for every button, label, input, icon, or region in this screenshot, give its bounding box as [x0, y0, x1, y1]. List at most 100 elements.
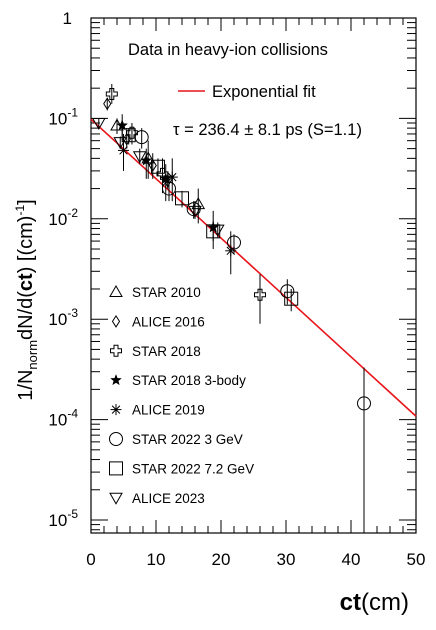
x-tick-label: 20 [212, 550, 231, 569]
x-tick-label: 40 [342, 550, 361, 569]
legend-marker [110, 344, 122, 357]
x-axis-title-bold: ct [340, 589, 361, 616]
data-point [121, 128, 136, 143]
legend-label: STAR 2022 7.2 GeV [132, 461, 254, 476]
marker-triangle-down [109, 492, 123, 505]
fit-layer [90, 118, 417, 417]
x-tick-label: 30 [277, 550, 296, 569]
data-point [160, 175, 175, 188]
data-point [113, 137, 128, 150]
legend-marker [111, 314, 121, 328]
y-tick-label-base: 10 [48, 411, 67, 430]
x-tick-label: 10 [147, 550, 166, 569]
data-point [132, 151, 147, 164]
data-point [175, 191, 189, 206]
data-point [210, 224, 225, 237]
y-axis-title-close: ] [15, 199, 37, 205]
marker-triangle-down [91, 117, 106, 131]
marker-diamond [103, 97, 112, 111]
data-point [140, 154, 153, 166]
legend-label: STAR 2010 [132, 285, 201, 300]
legend-label: STAR 2018 [132, 344, 201, 359]
y-tick-label-exponent: -4 [67, 407, 78, 421]
marker-star [110, 373, 122, 386]
data-point [105, 87, 118, 100]
data-point [188, 205, 202, 218]
y-axis-title-bold: ct [15, 273, 37, 291]
plot-frame [90, 17, 417, 534]
marker-open-cross [125, 126, 138, 139]
y-tick-label: 10-1 [48, 105, 78, 128]
legend-label: ALICE 2023 [132, 491, 205, 506]
marker-star [140, 154, 153, 166]
marker-asterisk-stroke [168, 172, 177, 182]
marker-asterisk-stroke [226, 246, 235, 256]
marker-diamond [111, 314, 121, 328]
marker-square [121, 128, 136, 143]
marker-triangle-down [188, 205, 202, 218]
data-point [116, 119, 129, 131]
legend: STAR 2010 ALICE 2016 STAR 2018 STAR 2018 3-… [109, 284, 254, 506]
marker-square [109, 461, 123, 476]
x-tick-label: 50 [407, 550, 426, 569]
legend-marker [109, 461, 123, 476]
fit-result-annotation: τ = 236.4 ± 8.1 ps (S=1.1) [173, 121, 362, 139]
y-tick-label-exponent: -5 [67, 507, 78, 521]
y-tick-label-base: 10 [48, 109, 67, 128]
data-point [225, 245, 237, 257]
marker-diamond [148, 159, 157, 172]
marker-circle [280, 284, 295, 299]
y-axis-title-subscript: norm [25, 340, 40, 370]
marker-circle [227, 235, 241, 250]
data-point [166, 171, 178, 183]
y-tick-label: 1 [63, 9, 72, 28]
y-tick-label-exponent: -3 [67, 306, 78, 320]
y-axis-title: 1/NnormdN/d(ct) [(cm)-1] [13, 199, 40, 400]
marker-open-cross [105, 87, 118, 100]
y-tick-label-base: 10 [48, 210, 67, 229]
data-point [91, 117, 106, 131]
marker-open-cross [254, 288, 266, 301]
marker-circle [109, 432, 123, 446]
legend-label: ALICE 2016 [132, 314, 205, 329]
marker-star [116, 119, 129, 131]
marker-triangle-up [109, 284, 123, 297]
marker-triangle-down [132, 151, 147, 164]
legend-marker [110, 404, 122, 416]
marker-circle [162, 181, 176, 196]
axis-ticks [90, 17, 417, 533]
marker-triangle-down [113, 137, 128, 150]
legend-marker [109, 432, 123, 446]
y-axis-title-suffix: ) [(cm) [15, 216, 37, 274]
data-point [284, 291, 299, 306]
legend-label: ALICE 2019 [132, 403, 205, 418]
header-annotation: Data in heavy-ion collisions [128, 41, 328, 59]
marker-triangle-down [210, 224, 225, 237]
marker-asterisk-stroke [119, 146, 128, 155]
y-axis-title-middle: dN/d( [15, 291, 37, 340]
y-tick-label-base: 10 [48, 511, 67, 530]
y-tick-label-exponent: -1 [67, 105, 78, 119]
y-tick-label: 10-2 [48, 206, 78, 229]
legend-marker [109, 492, 123, 505]
fit-legend-label: Exponential fit [212, 83, 316, 101]
y-tick-label: 10-3 [48, 306, 78, 329]
x-tick-label: 0 [86, 550, 95, 569]
y-tick-label: 10-5 [48, 507, 78, 530]
marker-square [150, 159, 165, 174]
y-tick-label-base: 1 [63, 9, 72, 28]
marker-circle [357, 396, 371, 411]
fit-line [90, 118, 417, 417]
marker-square [284, 291, 299, 306]
y-axis-title-prefix: 1/N [15, 370, 37, 401]
x-axis-title: ct(cm) [340, 589, 409, 616]
data-point [148, 159, 157, 172]
data-point [357, 396, 371, 411]
marker-open-cross [110, 344, 122, 357]
data-point [103, 97, 112, 111]
legend-marker [110, 373, 122, 386]
marker-square [175, 191, 189, 206]
data-point [227, 235, 241, 250]
